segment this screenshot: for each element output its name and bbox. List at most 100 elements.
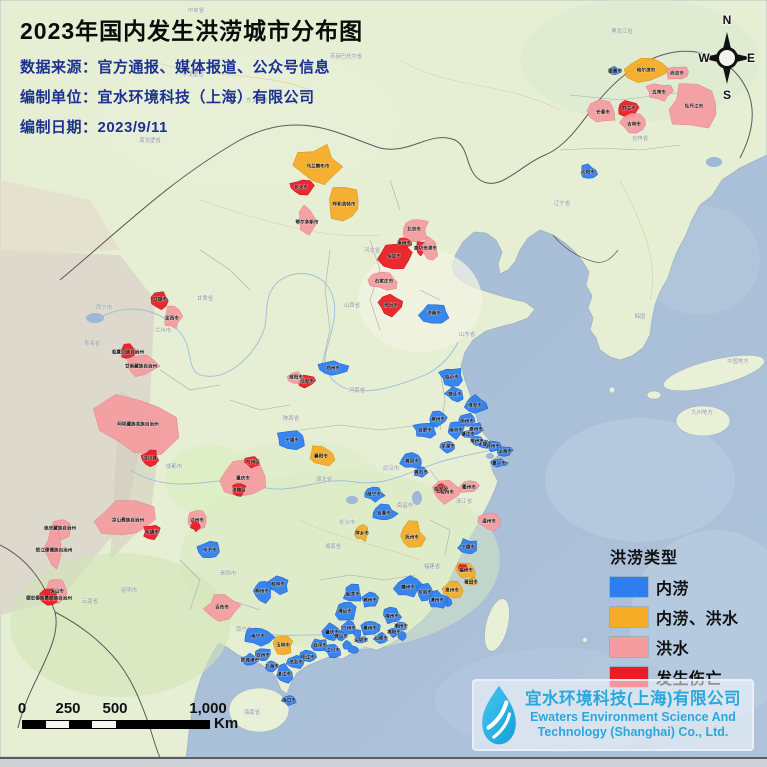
city-patch-天津市[interactable] bbox=[420, 235, 439, 261]
city-patch-沈阳市[interactable] bbox=[580, 163, 599, 179]
city-label-宿迁市: 宿迁市 bbox=[448, 391, 462, 398]
city-label-长春市: 长春市 bbox=[596, 109, 610, 116]
city-patch-芜湖市[interactable] bbox=[439, 440, 455, 454]
city-patch-包头市[interactable] bbox=[289, 179, 315, 196]
city-patch-咸宁市[interactable] bbox=[364, 486, 386, 503]
city-patch-涪陵区[interactable] bbox=[232, 483, 247, 497]
city-patch-南京市[interactable] bbox=[447, 421, 465, 440]
city-patch-郴州市[interactable] bbox=[360, 591, 379, 608]
city-label-咸阳市: 咸阳市 bbox=[289, 374, 303, 381]
city-patch-惠州市[interactable] bbox=[360, 621, 381, 636]
city-patch-北海市[interactable] bbox=[264, 660, 279, 673]
city-patch-莆田市[interactable] bbox=[463, 577, 478, 586]
city-patch-温州市[interactable] bbox=[477, 512, 501, 532]
city-patch-鄂尔多斯市[interactable] bbox=[298, 204, 318, 236]
city-patch-防城港市[interactable] bbox=[240, 652, 258, 666]
city-patch-济南市[interactable] bbox=[417, 304, 450, 324]
city-patch-黄石市[interactable] bbox=[413, 466, 429, 478]
city-patch-南宁市[interactable] bbox=[244, 627, 276, 647]
city-patch-玉林市[interactable] bbox=[272, 635, 294, 655]
city-patch-叙永县[interactable] bbox=[190, 520, 201, 533]
city-patch-苏州市[interactable] bbox=[484, 440, 502, 453]
city-patch-东莞市[interactable] bbox=[353, 629, 362, 638]
city-patch-石家庄市[interactable] bbox=[367, 271, 398, 291]
city-patch-上海市[interactable] bbox=[496, 446, 514, 457]
city-patch-宁德市[interactable] bbox=[457, 538, 477, 554]
city-patch-牡丹江市[interactable] bbox=[668, 83, 717, 129]
city-patch-中山市[interactable] bbox=[342, 639, 352, 650]
city-patch-潮州市[interactable] bbox=[394, 621, 407, 631]
city-patch-阿坝藏族羌族自治州[interactable] bbox=[93, 394, 180, 455]
city-patch-北京市[interactable] bbox=[402, 219, 429, 243]
city-patch-深圳市[interactable] bbox=[354, 636, 369, 644]
city-patch-湛江市[interactable] bbox=[276, 662, 294, 684]
city-patch-汕头市[interactable] bbox=[397, 631, 407, 642]
city-patch-百色市[interactable] bbox=[202, 594, 242, 622]
city-patch-甘南藏族自治州[interactable] bbox=[127, 354, 161, 377]
city-patch-定西市[interactable] bbox=[164, 305, 184, 330]
city-patch-邢台市[interactable] bbox=[377, 293, 404, 318]
city-patch-德惠市[interactable] bbox=[608, 65, 622, 75]
city-patch-佛山市[interactable] bbox=[334, 629, 348, 642]
city-patch-乌兰察布市[interactable] bbox=[292, 143, 344, 186]
city-patch-清远市[interactable] bbox=[334, 602, 357, 621]
city-patch-德宏傣族景颇族自治州[interactable] bbox=[38, 588, 58, 606]
city-patch-抚州市[interactable] bbox=[400, 520, 427, 548]
city-patch-广州市[interactable] bbox=[340, 619, 356, 636]
city-patch-宿迁市[interactable] bbox=[443, 386, 464, 403]
city-patch-嘉兴市[interactable] bbox=[490, 458, 509, 468]
city-patch-十堰市[interactable] bbox=[276, 430, 305, 451]
city-patch-昭通市[interactable] bbox=[143, 524, 161, 540]
city-patch-黄冈市[interactable] bbox=[399, 452, 422, 469]
city-patch-闽清县[interactable] bbox=[458, 564, 469, 572]
city-patch-海口市[interactable] bbox=[280, 695, 297, 706]
city-patch-保定市[interactable] bbox=[376, 244, 413, 270]
city-patch-长春市[interactable] bbox=[586, 99, 616, 123]
city-patch-龙岩市[interactable] bbox=[416, 583, 433, 602]
city-patch-咸阳市[interactable] bbox=[286, 371, 304, 384]
city-label-莆田市: 莆田市 bbox=[464, 579, 478, 586]
city-patch-滁州市[interactable] bbox=[429, 410, 448, 428]
city-patch-衢州市[interactable] bbox=[458, 480, 480, 493]
city-patch-梅州市[interactable] bbox=[383, 606, 403, 625]
city-patch-吉林市[interactable] bbox=[619, 113, 646, 134]
city-label-临安区: 临安区 bbox=[434, 486, 448, 493]
city-patch-临夏回族自治州[interactable] bbox=[121, 343, 137, 359]
city-patch-揭阳市[interactable] bbox=[389, 627, 400, 639]
city-patch-钦州市[interactable] bbox=[254, 648, 271, 661]
city-patch-怒江傈僳族自治州[interactable] bbox=[42, 527, 62, 570]
basemap-label-东戈壁省: 东戈壁省 bbox=[246, 96, 268, 104]
city-patch-珠海市[interactable] bbox=[347, 645, 359, 654]
city-patch-哈尔滨市[interactable] bbox=[623, 57, 672, 83]
city-patch-白银市[interactable] bbox=[150, 291, 169, 311]
city-patch-淮安市[interactable] bbox=[463, 393, 489, 414]
city-label-迪庆藏族自治州: 迪庆藏族自治州 bbox=[44, 525, 77, 532]
city-patch-五常市[interactable] bbox=[645, 83, 674, 102]
city-patch-江门市[interactable] bbox=[322, 644, 341, 659]
city-patch-襄阳市[interactable] bbox=[309, 445, 336, 467]
city-patch-云浮市[interactable] bbox=[310, 638, 328, 652]
city-patch-尚志市[interactable] bbox=[665, 66, 689, 80]
city-patch-万州区[interactable] bbox=[244, 456, 260, 469]
city-patch-扬州市[interactable] bbox=[458, 412, 476, 427]
city-patch-泉州市[interactable] bbox=[441, 580, 464, 599]
city-patch-赣州市[interactable] bbox=[392, 575, 424, 598]
city-patch-毕节市[interactable] bbox=[196, 540, 220, 559]
city-patch-重庆市[interactable] bbox=[219, 459, 266, 497]
city-patch-宜春市[interactable] bbox=[372, 503, 399, 521]
city-patch-郑州市[interactable] bbox=[317, 360, 350, 376]
city-patch-韶关市[interactable] bbox=[342, 583, 362, 602]
basemap-label-昆明市: 昆明市 bbox=[121, 586, 138, 594]
city-patch-汶川县[interactable] bbox=[140, 449, 160, 468]
city-patch-临安区[interactable] bbox=[435, 483, 449, 494]
city-label-韶关市: 韶关市 bbox=[346, 591, 360, 598]
legend-label-hs: 洪水 bbox=[656, 641, 690, 658]
city-patch-呼和浩特市[interactable] bbox=[329, 187, 359, 222]
city-patch-汕尾市[interactable] bbox=[372, 631, 389, 644]
city-patch-柳州市[interactable] bbox=[252, 581, 272, 604]
city-patch-阳江市[interactable] bbox=[299, 649, 318, 663]
city-patch-萍乡市[interactable] bbox=[354, 524, 368, 543]
city-patch-凉山彝族自治州[interactable] bbox=[93, 500, 156, 536]
city-patch-临沂市[interactable] bbox=[438, 368, 463, 387]
